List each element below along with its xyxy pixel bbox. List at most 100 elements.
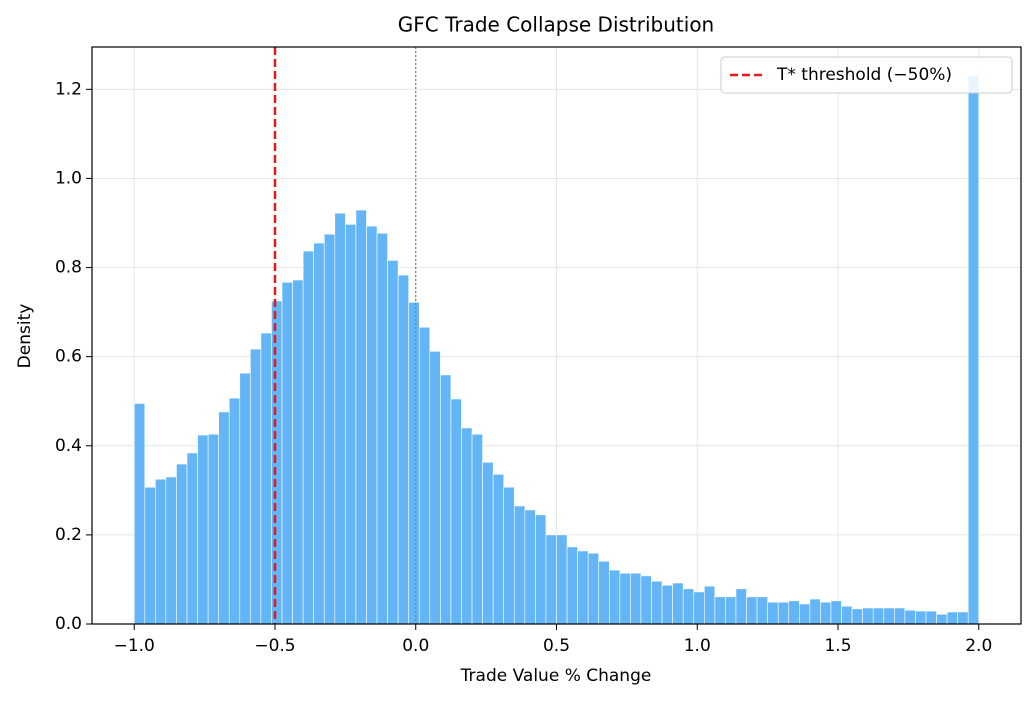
- bar: [471, 433, 483, 625]
- bar: [334, 212, 346, 625]
- bar: [608, 569, 621, 625]
- bar: [703, 585, 716, 625]
- bar: [323, 233, 336, 625]
- legend-box: [720, 56, 1013, 94]
- bar: [418, 326, 431, 625]
- bar: [894, 607, 906, 625]
- bar: [281, 281, 293, 625]
- bar: [915, 610, 927, 625]
- bar: [250, 348, 262, 625]
- bar: [302, 250, 314, 625]
- y-tick-label: 0.4: [55, 436, 82, 456]
- bar: [957, 611, 969, 625]
- bar: [820, 601, 832, 625]
- bar: [672, 582, 684, 625]
- bar: [714, 596, 726, 625]
- bar: [144, 486, 156, 625]
- bar: [186, 452, 198, 625]
- x-tick-label: 0.5: [543, 636, 570, 656]
- bar: [397, 274, 410, 625]
- bar: [207, 433, 219, 625]
- bar: [904, 609, 916, 625]
- bar: [862, 607, 874, 625]
- bar: [946, 611, 958, 625]
- bar: [440, 374, 452, 625]
- bar: [735, 588, 747, 625]
- bar: [809, 598, 821, 625]
- bar: [630, 572, 642, 625]
- bar: [228, 397, 241, 625]
- y-tick-label: 1.2: [55, 79, 82, 99]
- bar: [176, 463, 188, 625]
- bar: [799, 603, 811, 625]
- bar: [408, 302, 420, 625]
- bar: [566, 546, 578, 625]
- bar: [545, 534, 557, 625]
- legend-label: T* threshold (−50%): [776, 65, 952, 85]
- bar: [165, 476, 177, 625]
- y-axis-label: Density: [15, 304, 35, 369]
- bar: [271, 300, 283, 625]
- bar: [503, 486, 515, 625]
- y-tick-label: 0.2: [55, 525, 82, 545]
- x-tick-label: 0.0: [402, 636, 429, 656]
- bar: [936, 613, 948, 625]
- bar: [640, 575, 652, 625]
- bar: [746, 596, 758, 625]
- legend: T* threshold (−50%): [720, 56, 1013, 94]
- bar: [577, 550, 589, 625]
- bar: [788, 600, 800, 625]
- bar: [841, 605, 853, 625]
- bar: [513, 505, 526, 625]
- bar: [524, 509, 536, 625]
- bar: [260, 332, 272, 625]
- bar: [651, 580, 663, 625]
- x-tick-label: 1.0: [684, 636, 711, 656]
- bar: [556, 534, 568, 625]
- bar: [313, 242, 325, 625]
- y-tick-label: 0.0: [55, 614, 82, 634]
- bar: [376, 232, 388, 625]
- bar: [197, 434, 209, 625]
- bar: [587, 552, 600, 625]
- bar: [355, 209, 367, 625]
- bar: [461, 427, 473, 625]
- bar: [693, 591, 705, 625]
- bar: [292, 279, 304, 625]
- bar: [133, 403, 146, 625]
- x-tick-label: 1.5: [824, 636, 851, 656]
- bar: [872, 607, 885, 625]
- bar: [925, 610, 937, 625]
- x-axis-label: Trade Value % Change: [460, 666, 652, 686]
- plot-frame: [91, 46, 1022, 625]
- bar: [767, 601, 779, 625]
- bar: [598, 560, 610, 625]
- x-tick-label: −1.0: [114, 636, 155, 656]
- bar: [619, 572, 631, 625]
- bar: [682, 588, 695, 625]
- bar: [535, 514, 547, 625]
- bar: [366, 225, 378, 625]
- bar: [429, 351, 441, 625]
- bar: [155, 478, 167, 625]
- bar: [830, 600, 842, 625]
- chart-title: GFC Trade Collapse Distribution: [398, 13, 714, 37]
- bar: [883, 607, 895, 625]
- bar: [387, 260, 399, 625]
- bar: [450, 398, 462, 625]
- y-tick-label: 0.6: [55, 347, 82, 367]
- bar: [756, 596, 768, 625]
- bar: [239, 372, 251, 625]
- bar: [967, 75, 980, 625]
- x-tick-label: −0.5: [254, 636, 295, 656]
- bar: [492, 473, 505, 625]
- x-tick-label: 2.0: [965, 636, 992, 656]
- bar: [661, 584, 673, 625]
- y-tick-label: 1.0: [55, 168, 82, 188]
- bar: [218, 411, 230, 625]
- bar: [725, 596, 737, 625]
- bar: [345, 224, 357, 625]
- y-tick-label: 0.8: [55, 258, 82, 278]
- bar: [851, 608, 863, 625]
